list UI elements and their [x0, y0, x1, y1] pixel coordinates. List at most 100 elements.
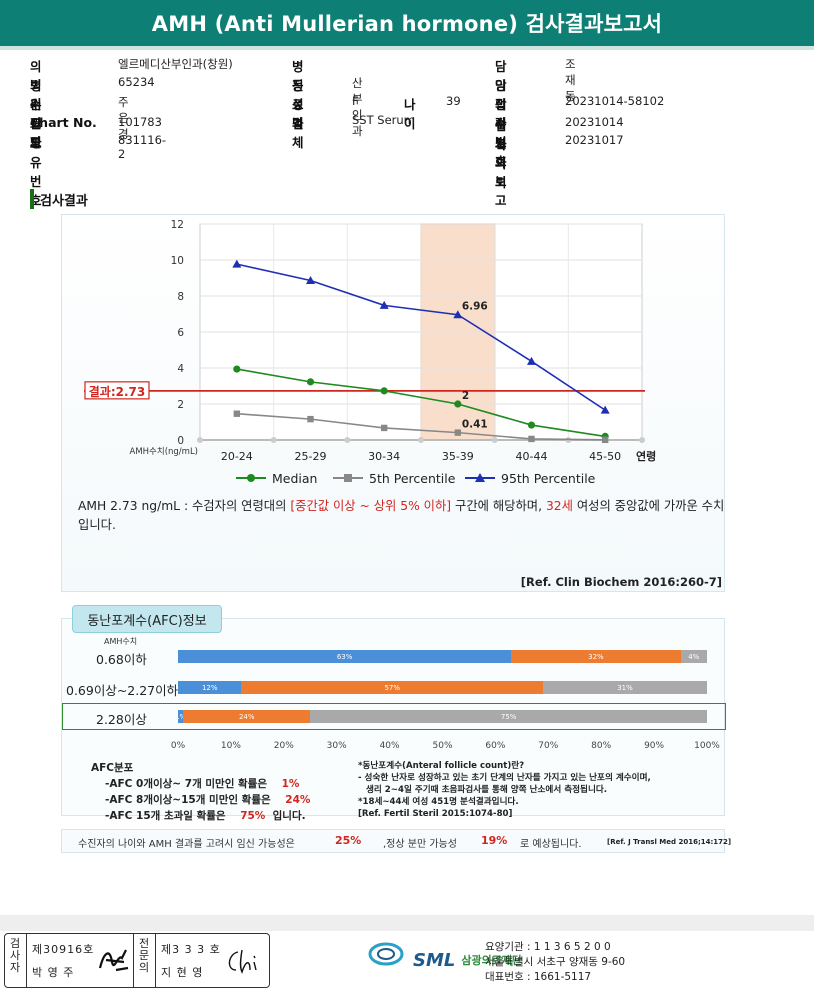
x-axis-dot — [197, 437, 203, 443]
afc-dist-pct: 1% — [281, 778, 300, 790]
summary-part3: 구간에 해당하며, — [451, 499, 546, 513]
afc-axis-tick: 80% — [591, 741, 612, 751]
afc-dist-text: -AFC 0개이상~ 7개 미만인 확률은 — [105, 778, 267, 790]
afc-segment: 1% — [175, 710, 186, 723]
series-line — [236, 368, 606, 438]
specialist-signature — [228, 949, 257, 974]
afc-axis-tick: 70% — [538, 741, 559, 751]
afc-axis-tick: 30% — [326, 741, 347, 751]
data-label: 0.41 — [462, 419, 488, 431]
data-point — [379, 300, 389, 309]
report-title-bar: AMH (Anti Mullerian hormone) 검사결과보고서 — [0, 0, 814, 50]
pregnancy-text1: 수진자의 나이와 AMH 결과를 고려시 임신 가능성은 — [78, 839, 295, 850]
x-tick-label: 35-39 — [442, 450, 474, 463]
department-value: 산부인과 — [352, 76, 363, 138]
specialist-name: 지 현 영 — [161, 966, 204, 979]
data-point — [306, 276, 315, 285]
specimen-value: SST Serum — [352, 113, 415, 127]
series-line — [236, 412, 606, 441]
sml-logo-icon — [368, 942, 404, 966]
data-point — [600, 405, 610, 414]
afc-axis-tick: 40% — [379, 741, 400, 751]
pregnancy-text2: ,정상 분만 가능성 — [383, 839, 457, 850]
age-label: 나이 — [404, 97, 416, 131]
org-info-line: 요양기관 : 1 1 3 6 5 2 0 0 — [485, 941, 611, 953]
result-summary: AMH 2.73 ng/mL : 수검자의 연령대의 [중간값 이상 ~ 상위 … — [78, 497, 728, 535]
report-title: AMH (Anti Mullerian hormone) 검사결과보고서 — [151, 12, 663, 36]
amh-line-chart: 0 2 4 6 8 10 12 20-24 25-29 30-34 35-39 40-44 45-50 연… — [84, 219, 656, 486]
y-axis-label: AMH수치(ng/mL) — [130, 447, 198, 457]
org-name: 삼광의료재단 — [461, 954, 523, 967]
pregnancy-reference: [Ref. J Transl Med 2016;14:172] — [607, 838, 732, 846]
afc-segment: 32% — [511, 650, 681, 663]
data-point — [233, 410, 241, 417]
x-tick-label: 30-34 — [368, 450, 400, 463]
doctor-label: 담당의사 — [495, 59, 507, 131]
x-tick-label: 45-50 — [589, 450, 621, 463]
afc-axis-tick: 50% — [432, 741, 453, 751]
summary-reference: [Ref. Clin Biochem 2016:260-7] — [520, 575, 722, 589]
data-point — [454, 429, 462, 436]
x-tick-label: 40-44 — [516, 450, 548, 463]
afc-axis-tick: 0% — [170, 741, 186, 751]
pregnancy-pct1: 25% — [335, 834, 362, 847]
data-point — [528, 435, 535, 443]
afc-note: *18세~44세 여성 451명 분석결과입니다. — [358, 797, 519, 807]
y-tick-label: 8 — [177, 291, 184, 303]
pregnancy-panel — [61, 829, 725, 853]
data-label: 2 — [462, 390, 469, 402]
data-point — [453, 310, 463, 319]
request-date-value: 20231014 — [565, 115, 624, 129]
section-marker — [30, 189, 34, 209]
afc-segment: 12% — [178, 681, 242, 694]
org-logo: SML 삼광의료재단 — [365, 940, 522, 980]
data-label: 6.96 — [462, 301, 488, 313]
afc-stacked-bar: 1% 24% 75% — [175, 710, 707, 723]
footer-band — [0, 915, 814, 931]
afc-row-label: 2.28이상 — [96, 712, 147, 727]
afc-dist-text: -AFC 15개 초과일 확률은 — [105, 810, 226, 822]
chart-no-label: Chart No. — [30, 115, 97, 130]
afc-dist-item: -AFC 8개이상~15개 미만인 확률은 24% — [91, 792, 310, 808]
afc-dist-text: -AFC 8개이상~15개 미만인 확률은 — [105, 794, 271, 806]
section-title: 검사결과 — [30, 189, 88, 209]
afc-dist-item: -AFC 0개이상~ 7개 미만인 확률은 1% — [91, 776, 310, 792]
afc-axis-tick: 60% — [485, 741, 506, 751]
afc-note: *동난포계수(Anteral follicle count)란? — [358, 761, 525, 771]
institution-value: 엘르메디산부인과(창원) — [118, 57, 233, 71]
afc-dist-item: -AFC 15개 초과일 확률은 75% 입니다. — [91, 808, 310, 824]
legend-label: 5th Percentile — [369, 471, 456, 486]
afc-highlight-row — [62, 703, 726, 730]
y-tick-label: 12 — [171, 219, 184, 231]
data-point — [454, 400, 462, 408]
summary-range: [중간값 이상 ~ 상위 5% 이하] — [290, 499, 452, 513]
x-axis-suffix: 연령 — [636, 449, 656, 463]
unique-no-label: 고유번호 — [30, 136, 42, 208]
data-point — [306, 378, 315, 386]
data-point — [232, 259, 242, 268]
afc-segment: 4% — [680, 650, 707, 663]
y-tick-label: 4 — [177, 363, 184, 375]
legend-label: Median — [272, 471, 317, 486]
patient-name-label: 수진자 — [30, 97, 42, 150]
legend-marker — [247, 474, 255, 482]
x-axis-dot — [418, 437, 424, 443]
report-date-label: 결과보고 — [495, 136, 507, 208]
hospital-code-label: 병원코드 — [30, 78, 42, 150]
afc-dist-pct: 24% — [285, 794, 311, 806]
receipt-no-label: 접수번호 — [495, 97, 507, 169]
result-label: 결과:2.73 — [89, 384, 146, 399]
afc-note: - 성숙한 난자로 성장하고 있는 초기 단계의 난자를 가지고 있는 난포의 … — [358, 773, 651, 783]
afc-dist-title: AFC분포 — [91, 762, 134, 774]
y-tick-label: 10 — [171, 255, 184, 267]
patient-name-value: 주은경 — [118, 95, 129, 141]
x-axis-dot — [491, 437, 498, 443]
x-axis-dot — [639, 437, 645, 443]
afc-dist-pct: 75% — [240, 810, 266, 822]
signature-divider — [133, 933, 134, 988]
afc-axis-tick: 100% — [694, 741, 720, 751]
afc-note: [Ref. Fertil Steril 2015:1074-80] — [358, 809, 513, 819]
org-info-line: 대표번호 : 1661-5117 — [485, 971, 592, 983]
x-axis-dot — [344, 437, 351, 443]
specialist-label: 전문의 — [138, 937, 150, 974]
